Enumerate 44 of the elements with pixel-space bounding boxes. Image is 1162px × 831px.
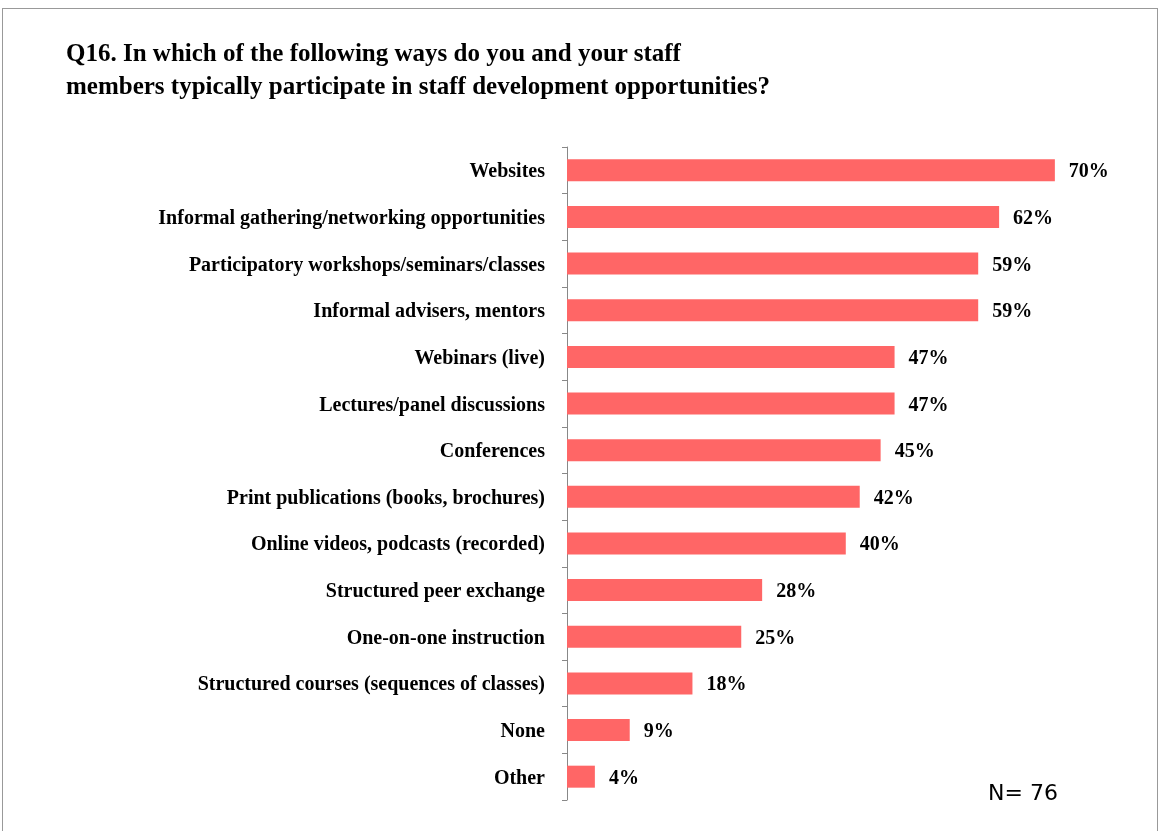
y-tick-label: Websites xyxy=(469,159,546,182)
y-tick-label: Structured peer exchange xyxy=(325,579,546,603)
data-label: 9% xyxy=(643,719,674,742)
data-label: 59% xyxy=(992,299,1033,322)
y-tick-label: Other xyxy=(493,765,546,788)
bar xyxy=(567,345,895,368)
y-tick-label: Informal gathering/networking opportunities xyxy=(158,205,546,229)
y-tick-label: Participatory workshops/seminars/classes xyxy=(188,252,546,276)
y-tick-label: Print publications (books, brochures) xyxy=(226,485,545,509)
y-tick-label: Informal advisers, mentors xyxy=(313,299,546,322)
data-label: 40% xyxy=(859,532,900,555)
chart-title: Q16. In which of the following ways do you and your staff members typically participate in staff development opportunities? xyxy=(66,38,771,101)
y-tick-label: Lectures/panel discussions xyxy=(319,392,546,416)
bar xyxy=(567,205,1000,228)
data-label: 4% xyxy=(608,765,639,788)
bar xyxy=(567,625,742,648)
y-tick-label: None xyxy=(500,719,546,742)
y-tick-label: Structured courses (sequences of classes) xyxy=(197,672,545,696)
y-tick-label: Conferences xyxy=(439,439,546,462)
bar xyxy=(567,392,895,415)
data-label: 62% xyxy=(1013,205,1054,228)
bar xyxy=(567,299,979,322)
y-tick-label: One-on-one instruction xyxy=(346,625,545,648)
bar xyxy=(567,485,860,508)
bar xyxy=(567,252,979,275)
y-tick-label: Webinars (live) xyxy=(414,345,545,369)
y-tick-label: Online videos, podcasts (recorded) xyxy=(250,532,545,556)
bar xyxy=(567,532,846,555)
data-label: 25% xyxy=(755,625,796,648)
bar xyxy=(567,672,693,695)
data-label: 59% xyxy=(992,252,1033,275)
data-label: 47% xyxy=(908,392,949,415)
data-label: 18% xyxy=(706,672,747,695)
data-label: 45% xyxy=(894,439,935,462)
bar xyxy=(567,159,1055,182)
data-label: 47% xyxy=(908,345,949,368)
bar xyxy=(567,579,763,602)
data-label: 42% xyxy=(873,485,914,508)
bar xyxy=(567,719,630,742)
bar xyxy=(567,439,881,462)
data-label: 70% xyxy=(1068,159,1109,182)
data-label: 28% xyxy=(776,579,817,602)
bar xyxy=(567,765,595,788)
annotation: N= 76 xyxy=(988,780,1058,805)
